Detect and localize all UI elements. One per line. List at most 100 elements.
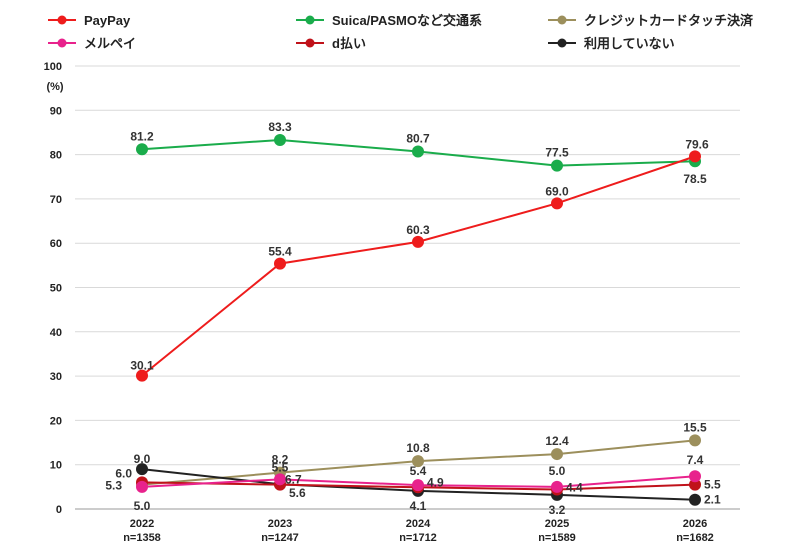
legend-label: PayPay [84, 13, 131, 28]
y-tick-label: 80 [50, 150, 62, 162]
data-point [136, 480, 148, 493]
x-tick-sublabel: n=1712 [399, 532, 437, 544]
data-label: 5.4 [410, 464, 427, 478]
data-label: 6.0 [115, 466, 132, 480]
y-tick-label: 10 [50, 460, 62, 472]
data-point [689, 150, 701, 163]
data-point [689, 478, 701, 491]
data-label: 15.5 [683, 420, 707, 434]
data-label: 77.5 [545, 146, 569, 160]
legend-item: d払い [296, 36, 366, 51]
data-point [412, 479, 424, 492]
data-point [274, 473, 286, 486]
series [136, 150, 701, 382]
x-tick-sublabel: n=1589 [538, 532, 576, 544]
data-label: 7.4 [687, 453, 704, 467]
data-point [551, 448, 563, 461]
series-lines [136, 133, 701, 506]
legend-item: クレジットカードタッチ決済 [548, 13, 754, 28]
data-point [274, 257, 286, 270]
y-tick-label: 50 [50, 283, 62, 295]
legend-label: Suica/PASMOなど交通系 [332, 13, 482, 28]
x-tick-label: 2024 [406, 518, 431, 530]
legend-marker [305, 15, 315, 25]
data-label: 4.1 [410, 499, 427, 513]
y-tick-label: 70 [50, 194, 62, 206]
data-label: 4.9 [427, 475, 444, 489]
data-point [551, 480, 563, 493]
y-unit-label: (%) [46, 81, 63, 93]
legend-label: メルペイ [84, 36, 136, 51]
data-label: 30.1 [130, 359, 154, 373]
data-point [689, 470, 701, 483]
x-tick-sublabel: n=1682 [676, 532, 714, 544]
data-point [689, 434, 701, 447]
x-tick-label: 2022 [130, 518, 154, 530]
data-label: 5.0 [134, 499, 151, 513]
data-label: 83.3 [268, 120, 292, 134]
legend-label: 利用していない [584, 36, 675, 51]
legend-item: 利用していない [548, 36, 675, 51]
data-label: 5.5 [704, 478, 721, 492]
legend-marker [557, 38, 567, 48]
data-point [689, 493, 701, 506]
data-point [412, 455, 424, 468]
data-label: 69.0 [545, 184, 569, 198]
data-label: 5.5 [272, 461, 289, 475]
data-label: 79.6 [685, 137, 709, 151]
data-point [274, 133, 286, 146]
legend-marker [57, 15, 67, 25]
x-tick-sublabel: n=1247 [261, 532, 299, 544]
legend-marker [557, 15, 567, 25]
data-label: 3.2 [549, 503, 566, 517]
x-tick-label: 2026 [683, 518, 707, 530]
data-label: 5.3 [105, 479, 122, 493]
y-tick-labels: 0 10 20 30 40 50 60 70 80 90 100 [44, 61, 62, 516]
data-point [551, 197, 563, 210]
series-line [141, 155, 696, 377]
data-point [136, 143, 148, 156]
series [136, 133, 701, 172]
y-tick-label: 90 [50, 105, 62, 117]
y-tick-label: 20 [50, 415, 62, 427]
data-label: 5.6 [289, 486, 306, 500]
data-label: 81.2 [130, 129, 154, 143]
data-label: 55.4 [268, 245, 292, 259]
data-label: 78.5 [683, 172, 707, 186]
data-label: 60.3 [406, 223, 430, 237]
series [136, 470, 701, 493]
data-label: 4.4 [566, 481, 583, 495]
y-tick-label: 60 [50, 238, 62, 250]
data-label: 8.2 [272, 453, 289, 467]
data-point [412, 235, 424, 248]
data-label: 2.1 [704, 493, 721, 507]
legend-label: クレジットカードタッチ決済 [584, 13, 754, 28]
legend-label: d払い [332, 36, 366, 51]
data-label: 12.4 [545, 434, 569, 448]
y-tick-label: 30 [50, 371, 62, 383]
data-label: 9.0 [134, 452, 151, 466]
data-point [136, 369, 148, 382]
x-tick-label: 2025 [545, 518, 569, 530]
data-label: 10.8 [406, 441, 430, 455]
x-tick-label: 2023 [268, 518, 292, 530]
y-tick-label: 0 [56, 504, 62, 516]
y-tick-label: 100 [44, 61, 62, 73]
data-point [412, 145, 424, 158]
legend-item: メルペイ [48, 36, 136, 51]
data-point [136, 463, 148, 476]
x-tick-labels: 2022 n=1358 2023 n=1247 2024 n=1712 2025 n=1589… [123, 518, 714, 544]
data-labels: 30.1 55.4 60.3 69.0 79.6 81.2 83.3 80.7 77.5 78.5… [105, 120, 721, 517]
data-label: 5.0 [549, 464, 566, 478]
legend-item: PayPay [48, 13, 131, 28]
legend-marker [57, 38, 67, 48]
legend-marker [305, 38, 315, 48]
data-label: 6.7 [285, 472, 302, 486]
x-tick-sublabel: n=1358 [123, 532, 161, 544]
data-label: 80.7 [406, 131, 430, 145]
data-point [551, 159, 563, 172]
y-tick-label: 40 [50, 327, 62, 339]
legend-item: Suica/PASMOなど交通系 [296, 13, 482, 28]
